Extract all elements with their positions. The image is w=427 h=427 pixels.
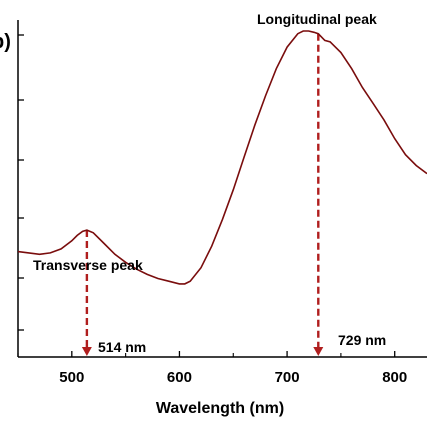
x-tick-label-700: 700 <box>275 369 300 386</box>
x-tick-label-800: 800 <box>382 369 407 386</box>
transverse-wavelength-label: 514 nm <box>98 339 146 355</box>
longitudinal-peak-label: Longitudinal peak <box>257 11 377 27</box>
peak-annotations <box>81 33 324 356</box>
annotation-labels: Transverse peak 514 nm Longitudinal peak… <box>33 11 386 355</box>
absorbance-series-line <box>17 30 427 285</box>
annotation-arrowhead-0 <box>81 347 92 356</box>
annotation-arrowhead-1 <box>313 347 324 356</box>
x-tick-label-600: 600 <box>167 369 192 386</box>
transverse-peak-label: Transverse peak <box>33 257 143 273</box>
x-axis-title: Wavelength (nm) <box>156 400 284 417</box>
panel-label: b) <box>0 31 11 53</box>
axes: 500 600 700 800 <box>17 20 427 386</box>
x-tick-label-500: 500 <box>59 369 84 386</box>
longitudinal-wavelength-label: 729 nm <box>338 332 386 348</box>
